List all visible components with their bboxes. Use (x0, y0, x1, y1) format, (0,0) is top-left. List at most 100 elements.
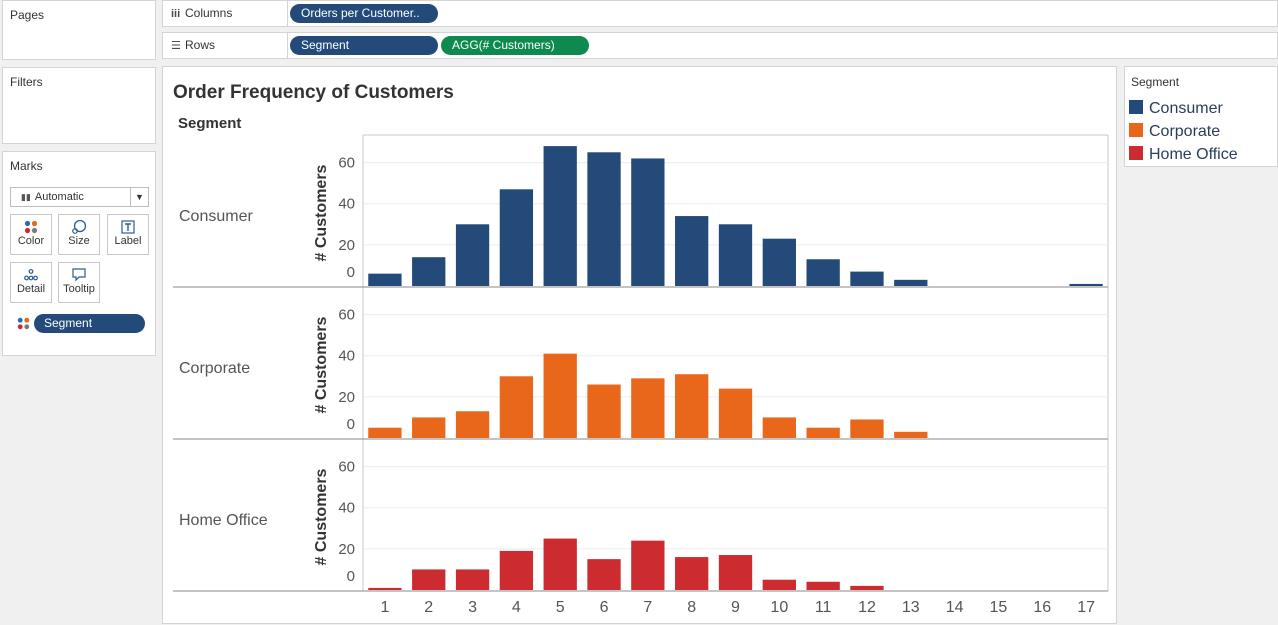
legend-item-home-office[interactable]: Home Office (1129, 146, 1238, 166)
segment-row-pill[interactable]: Segment (290, 36, 438, 55)
segment-legend: Segment Consumer Corporate Home Office (1124, 66, 1278, 167)
bar-consumer-9 (718, 224, 753, 286)
bar-corporate-12 (850, 419, 884, 438)
size-button[interactable]: Size (58, 214, 100, 255)
y-tick-label: 20 (338, 389, 355, 406)
legend-label: Corporate (1149, 123, 1221, 140)
columns-shelf-label: iii Columns (163, 1, 288, 26)
detail-button[interactable]: Detail (10, 262, 52, 303)
y-tick-label: 40 (338, 348, 355, 365)
bar-home-office-6 (587, 559, 621, 590)
x-tick-label: 13 (902, 599, 920, 616)
x-tick-label: 9 (731, 599, 740, 616)
rows-shelf-label: ☰ Rows (163, 33, 288, 58)
pages-title: Pages (10, 8, 45, 22)
legend-label: Home Office (1149, 146, 1238, 163)
x-tick-label: 15 (990, 599, 1008, 616)
x-tick-label: 12 (858, 599, 876, 616)
legend-item-consumer[interactable]: Consumer (1129, 100, 1223, 120)
customers-measure-pill[interactable]: AGG(# Customers) (441, 36, 589, 55)
marks-card: Marks ▮▮ Automatic ▼ Color Size Label Det… (2, 151, 156, 356)
detail-label: Detail (16, 283, 46, 295)
row-header-title: Segment (178, 115, 242, 132)
columns-label: Columns (185, 6, 233, 20)
bar-corporate-3 (455, 411, 490, 438)
y-axis-title: # Customers (313, 468, 330, 565)
legend-title: Segment (1131, 75, 1180, 89)
viz-area: Order Frequency of Customers Segment 0 20… (162, 66, 1117, 624)
row-header-label: Home Office (179, 512, 268, 529)
bar-consumer-5 (543, 146, 577, 286)
row-header-label: Corporate (179, 360, 250, 377)
bar-consumer-1 (368, 273, 402, 286)
x-tick-label: 8 (687, 599, 696, 616)
row-header-label: Consumer (179, 208, 253, 225)
legend-swatch (1129, 146, 1143, 160)
bar-corporate-9 (718, 388, 753, 438)
bar-home-office-12 (850, 585, 884, 590)
y-tick-label: 60 (338, 155, 355, 172)
bar-corporate-2 (412, 417, 446, 438)
tooltip-icon (59, 263, 99, 283)
x-tick-label: 1 (380, 599, 389, 616)
rows-shelf[interactable]: ☰ Rows Segment AGG(# Customers) (162, 32, 1278, 59)
y-axis-title: # Customers (313, 164, 330, 261)
bar-consumer-13 (894, 279, 928, 286)
y-axis-title: # Customers (313, 316, 330, 413)
bar-corporate-10 (762, 417, 796, 438)
x-tick-label: 16 (1033, 599, 1051, 616)
bar-consumer-10 (762, 238, 796, 286)
filters-card[interactable]: Filters (2, 67, 156, 144)
color-encoding-icon (17, 317, 30, 330)
legend-swatch (1129, 100, 1143, 114)
bar-home-office-8 (675, 557, 709, 590)
bar-consumer-4 (499, 189, 534, 286)
tooltip-button[interactable]: Tooltip (58, 262, 100, 303)
mark-type-dropdown[interactable]: ▮▮ Automatic ▼ (10, 187, 149, 207)
x-tick-label: 10 (770, 599, 788, 616)
x-tick-label: 4 (512, 599, 521, 616)
size-icon (59, 215, 99, 235)
y-tick-label: 0 (347, 416, 355, 433)
x-tick-label: 7 (643, 599, 652, 616)
bar-consumer-17 (1069, 283, 1103, 286)
y-tick-label: 40 (338, 500, 355, 517)
legend-label: Consumer (1149, 100, 1223, 117)
label-button[interactable]: Label (107, 214, 149, 255)
y-tick-label: 60 (338, 307, 355, 324)
y-tick-label: 60 (338, 459, 355, 476)
chevron-down-icon[interactable]: ▼ (130, 188, 148, 206)
bar-consumer-2 (412, 257, 446, 286)
orders-per-customer-pill[interactable]: Orders per Customer.. (290, 4, 438, 23)
columns-shelf[interactable]: iii Columns Orders per Customer.. (162, 0, 1278, 27)
bar-consumer-7 (631, 158, 665, 286)
x-tick-label: 11 (815, 599, 832, 616)
pages-card[interactable]: Pages (2, 0, 156, 60)
bar-home-office-2 (412, 569, 446, 590)
bar-home-office-3 (455, 569, 490, 590)
x-tick-label: 14 (946, 599, 964, 616)
bar-corporate-7 (631, 378, 665, 438)
bar-consumer-11 (806, 259, 840, 286)
label-label: Label (114, 235, 142, 247)
bar-corporate-8 (675, 374, 709, 438)
size-label: Size (68, 235, 90, 247)
color-button[interactable]: Color (10, 214, 52, 255)
bar-corporate-4 (499, 376, 534, 438)
bar-consumer-3 (455, 224, 490, 286)
segment-color-pill[interactable]: Segment (34, 314, 145, 333)
bar-corporate-6 (587, 384, 621, 438)
legend-item-corporate[interactable]: Corporate (1129, 123, 1220, 143)
bar-home-office-11 (806, 581, 840, 590)
bar-chart-icon: ▮▮ (21, 192, 31, 202)
bar-home-office-5 (543, 538, 577, 590)
x-tick-label: 6 (600, 599, 609, 616)
y-tick-label: 20 (338, 237, 355, 254)
bar-home-office-9 (718, 555, 753, 590)
bar-home-office-4 (499, 550, 534, 590)
bar-home-office-10 (762, 579, 796, 590)
bar-corporate-5 (543, 353, 577, 438)
legend-swatch (1129, 123, 1143, 137)
color-dots-icon (11, 215, 51, 235)
